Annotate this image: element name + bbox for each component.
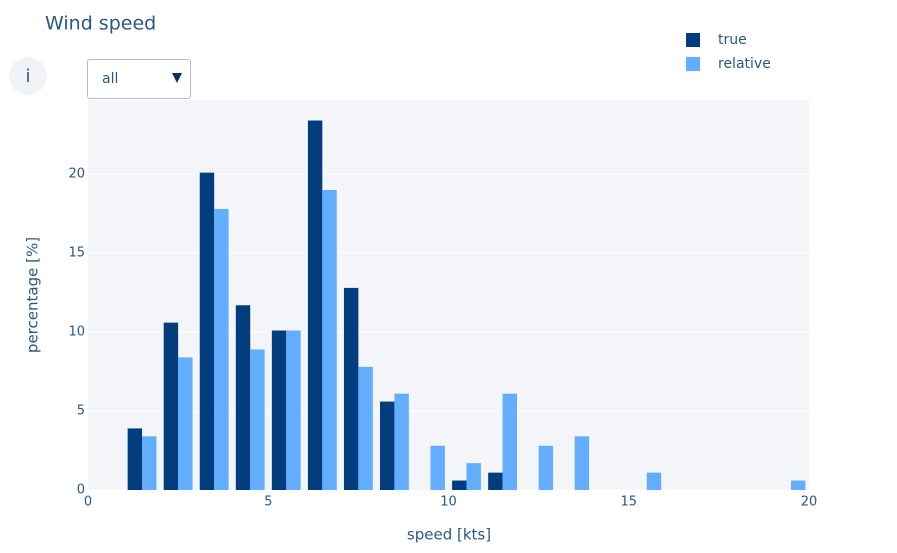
bar: [307, 120, 323, 491]
bar: [538, 445, 554, 490]
bar: [250, 349, 265, 490]
info-button[interactable]: i: [9, 57, 47, 95]
bar: [574, 436, 590, 490]
y-tick-label: 20: [68, 167, 85, 182]
bar: [380, 401, 395, 490]
bar: [502, 393, 517, 490]
bar: [452, 480, 467, 490]
dropdown-value: all: [102, 71, 119, 87]
y-axis-title: percentage [%]: [24, 237, 42, 353]
x-tick-label: 10: [440, 495, 457, 510]
legend-label: true: [718, 32, 747, 48]
legend-swatch: [686, 57, 700, 71]
x-tick-label: 15: [620, 495, 637, 510]
bar: [394, 393, 409, 490]
dropdown-arrow: [172, 73, 182, 83]
bar: [286, 330, 301, 490]
x-tick-label: 20: [801, 495, 818, 510]
bar: [214, 208, 229, 490]
bar: [322, 190, 337, 490]
y-tick-label: 15: [68, 246, 85, 261]
bar: [127, 428, 143, 490]
chart-title: Wind speed: [45, 13, 156, 35]
bar: [178, 357, 193, 490]
bar: [488, 472, 503, 490]
y-tick-label: 10: [68, 325, 85, 340]
x-tick-label: 0: [84, 495, 92, 510]
dropdown[interactable]: all: [87, 59, 191, 99]
legend-swatch: [686, 33, 700, 47]
bar: [790, 480, 806, 490]
bar: [163, 322, 179, 490]
bar: [343, 287, 359, 490]
bar: [430, 445, 445, 490]
y-tick-label: 5: [77, 404, 85, 419]
bar: [358, 366, 373, 490]
bar: [271, 330, 287, 490]
bar: [466, 463, 481, 490]
bar: [142, 436, 157, 490]
legend-label: relative: [718, 56, 771, 72]
bar: [646, 472, 662, 490]
x-axis-title: speed [kts]: [407, 526, 491, 544]
bar: [199, 172, 215, 490]
plot-background: [88, 100, 809, 490]
bar: [235, 305, 251, 490]
y-tick-label: 0: [77, 483, 85, 498]
x-tick-label: 5: [264, 495, 272, 510]
